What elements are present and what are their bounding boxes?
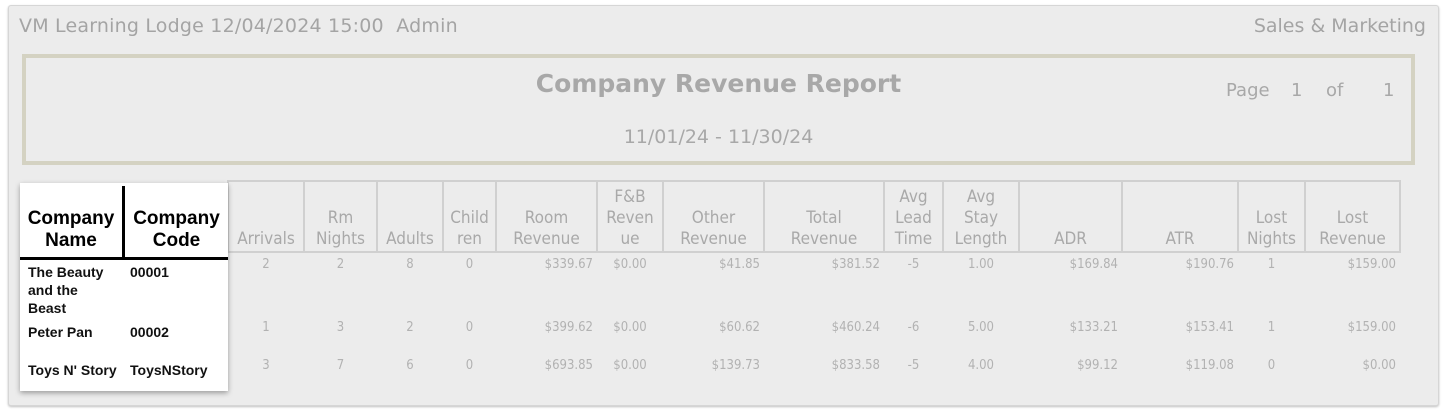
column-header-arrivals[interactable]: Arrivals <box>227 180 305 253</box>
column-header-adr[interactable]: ADR <box>1018 180 1123 253</box>
column-header-room-revenue[interactable]: Room Revenue <box>495 180 598 253</box>
cell-other-revenue: $139.73 <box>711 358 760 373</box>
company-code-cell: 00002 <box>130 324 169 340</box>
cell-adults: 6 <box>406 358 414 373</box>
column-header-children[interactable]: Child ren <box>442 180 497 253</box>
cell-adr: $133.21 <box>1069 320 1118 335</box>
cell-adr: $99.12 <box>1077 358 1118 373</box>
frozen-header-underline <box>20 257 228 260</box>
cell-arrivals: 2 <box>262 257 270 272</box>
company-name-cell: The Beauty and the Beast <box>28 264 104 316</box>
cell-room-revenue: $693.85 <box>544 358 593 373</box>
frozen-header-divider <box>122 186 125 258</box>
column-header-fb-revenue[interactable]: F&B Reven ue <box>596 180 664 253</box>
cell-avg-stay-length: 5.00 <box>967 320 995 335</box>
report-date-range: 11/01/24 - 11/30/24 <box>623 126 814 148</box>
cell-children: 0 <box>465 358 474 373</box>
cell-room-revenue: $399.62 <box>544 320 593 335</box>
column-header-total-revenue[interactable]: Total Revenue <box>763 180 885 253</box>
cell-fb-revenue: $0.00 <box>613 320 647 335</box>
column-header-adults[interactable]: Adults <box>376 180 444 253</box>
frozen-company-columns: Company Name Company Code The Beauty and th… <box>20 183 228 391</box>
company-name-cell: Peter Pan <box>28 324 93 340</box>
cell-atr: $190.76 <box>1185 257 1234 272</box>
cell-avg-lead-time: -5 <box>907 358 920 373</box>
column-header-lost-nights[interactable]: Lost Nights <box>1237 180 1306 253</box>
company-code-cell: 00001 <box>130 264 169 280</box>
cell-other-revenue: $60.62 <box>719 320 760 335</box>
page-current: 1 <box>1291 80 1303 101</box>
cell-lost-nights: 1 <box>1267 320 1276 335</box>
report-title-box: Company Revenue Report 11/01/24 - 11/30/… <box>22 54 1415 165</box>
cell-total-revenue: $460.24 <box>831 320 880 335</box>
cell-avg-stay-length: 4.00 <box>967 358 995 373</box>
cell-adults: 8 <box>406 257 414 272</box>
cell-lost-revenue: $0.00 <box>1362 358 1396 373</box>
report-title: Company Revenue Report <box>535 69 902 98</box>
column-header-company-name[interactable]: Company Name <box>27 208 115 251</box>
cell-fb-revenue: $0.00 <box>613 257 647 272</box>
cell-rm-nights: 2 <box>336 257 345 272</box>
column-header-lost-revenue[interactable]: Lost Revenue <box>1304 180 1401 253</box>
column-header-atr[interactable]: ATR <box>1121 180 1239 253</box>
company-name-cell: Toys N' Story <box>28 362 117 378</box>
company-code-cell: ToysNStory <box>130 362 208 378</box>
column-header-company-code[interactable]: Company Code <box>133 208 220 251</box>
page-label: Page <box>1226 80 1270 101</box>
cell-atr: $153.41 <box>1185 320 1234 335</box>
cell-arrivals: 3 <box>262 358 270 373</box>
table-row[interactable]: 3 7 6 0 $693.85 $0.00 $139.73 $833.58 -5… <box>13 354 1400 394</box>
cell-lost-nights: 0 <box>1267 358 1276 373</box>
cell-avg-stay-length: 1.00 <box>967 257 995 272</box>
cell-children: 0 <box>465 320 474 335</box>
column-header-rm-nights[interactable]: Rm Nights <box>303 180 378 253</box>
module-name: Sales & Marketing <box>1253 15 1426 37</box>
column-header-other-revenue[interactable]: Other Revenue <box>662 180 765 253</box>
hotel-user-info: VM Learning Lodge 12/04/2024 15:00 Admin <box>19 15 458 37</box>
cell-lost-revenue: $159.00 <box>1347 257 1396 272</box>
of-label: of <box>1326 80 1344 101</box>
cell-avg-lead-time: -5 <box>907 257 920 272</box>
cell-room-revenue: $339.67 <box>544 257 593 272</box>
cell-other-revenue: $41.85 <box>719 257 760 272</box>
table-row[interactable]: 2 2 8 0 $339.67 $0.00 $41.85 $381.52 -5 … <box>13 252 1400 316</box>
column-header-avg-lead-time[interactable]: Avg Lead Time <box>883 180 944 253</box>
cell-adults: 2 <box>406 320 414 335</box>
cell-children: 0 <box>465 257 474 272</box>
cell-fb-revenue: $0.00 <box>613 358 647 373</box>
cell-avg-lead-time: -6 <box>907 320 920 335</box>
table-row[interactable]: 1 3 2 0 $399.62 $0.00 $60.62 $460.24 -6 … <box>13 316 1400 354</box>
column-header-avg-stay-length[interactable]: Avg Stay Length <box>942 180 1020 253</box>
cell-rm-nights: 3 <box>336 320 345 335</box>
cell-total-revenue: $381.52 <box>831 257 880 272</box>
cell-lost-nights: 1 <box>1267 257 1276 272</box>
revenue-table: Arrivals Rm Nights Adults Child ren Room Re… <box>13 180 1401 394</box>
cell-atr: $119.08 <box>1185 358 1234 373</box>
page-total: 1 <box>1383 80 1395 101</box>
cell-rm-nights: 7 <box>336 358 345 373</box>
cell-adr: $169.84 <box>1069 257 1118 272</box>
cell-total-revenue: $833.58 <box>831 358 880 373</box>
cell-arrivals: 1 <box>262 320 270 335</box>
cell-lost-revenue: $159.00 <box>1347 320 1396 335</box>
